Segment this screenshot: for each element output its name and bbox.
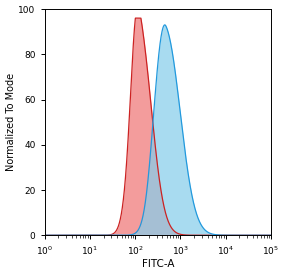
Y-axis label: Normalized To Mode: Normalized To Mode bbox=[5, 73, 16, 171]
X-axis label: FITC-A: FITC-A bbox=[142, 259, 174, 270]
